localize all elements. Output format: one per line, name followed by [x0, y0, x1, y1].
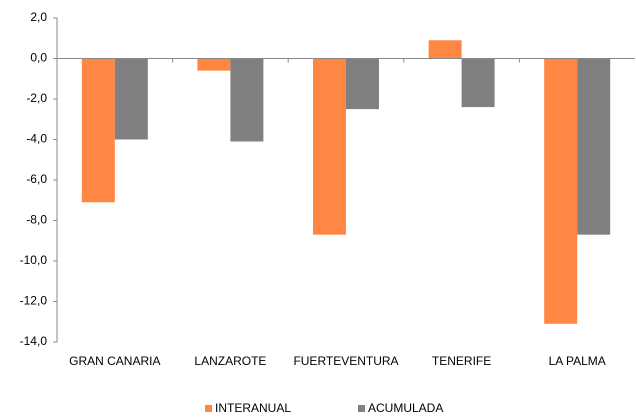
- bar: [346, 58, 379, 110]
- y-tick-label: -12,0: [20, 294, 48, 308]
- bar: [230, 58, 264, 142]
- bar: [313, 58, 346, 235]
- bar: [428, 40, 462, 59]
- bar: [544, 58, 578, 324]
- y-tick-label: -8,0: [26, 213, 47, 227]
- bar: [197, 58, 231, 71]
- y-tick-label: 0,0: [30, 51, 47, 65]
- y-tick-label: -6,0: [26, 172, 47, 186]
- legend-label: ACUMULADA: [368, 401, 443, 415]
- x-tick-label: LA PALMA: [549, 354, 606, 368]
- x-tick-label: FUERTEVENTURA: [293, 354, 398, 368]
- x-tick-label: TENERIFE: [432, 354, 491, 368]
- bar: [81, 58, 115, 203]
- y-tick-label: 2,0: [30, 10, 47, 24]
- x-tick-label: GRAN CANARIA: [69, 354, 160, 368]
- bar: [114, 58, 148, 140]
- legend-swatch: [358, 405, 365, 412]
- legend-label: INTERANUAL: [215, 401, 291, 415]
- y-tick-label: -4,0: [26, 132, 47, 146]
- legend-swatch: [205, 405, 212, 412]
- bar: [461, 58, 495, 108]
- bar: [577, 58, 611, 235]
- x-tick-label: LANZAROTE: [194, 354, 266, 368]
- y-tick-label: -14,0: [20, 334, 48, 348]
- y-tick-label: -2,0: [26, 91, 47, 105]
- y-tick-label: -10,0: [20, 253, 48, 267]
